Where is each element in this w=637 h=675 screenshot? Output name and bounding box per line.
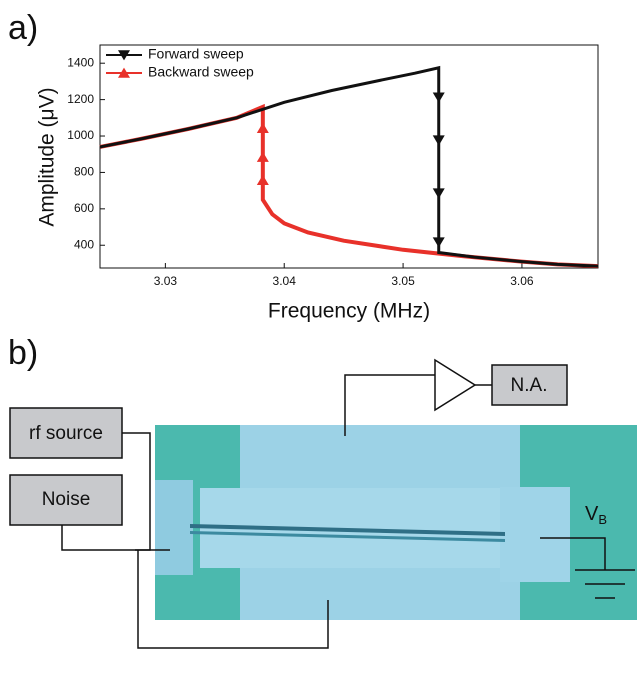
y-tick-label: 800 xyxy=(74,165,94,179)
wire xyxy=(344,374,435,436)
panel-label: b) xyxy=(8,334,38,372)
x-tick-label: 3.03 xyxy=(154,274,178,288)
marker xyxy=(118,50,130,61)
marker xyxy=(432,188,445,199)
rf-source-box xyxy=(9,407,123,459)
series-line xyxy=(99,65,599,268)
bias-label: VB xyxy=(585,503,607,527)
beam xyxy=(190,531,505,542)
beam xyxy=(190,524,505,536)
wire xyxy=(122,432,151,551)
y-tick-label: 600 xyxy=(74,201,94,215)
anchor-right xyxy=(500,487,570,582)
x-axis-title: Frequency (MHz) xyxy=(268,300,430,323)
y-tick-label: 1400 xyxy=(67,55,94,69)
y-tick-label: 1200 xyxy=(67,92,94,106)
marker xyxy=(256,151,269,162)
diagram: rf source Noise N.A. VB xyxy=(9,358,637,649)
panel-label: a) xyxy=(8,9,38,47)
wire xyxy=(137,550,329,649)
legend-label: Backward sweep xyxy=(148,64,254,80)
y-tick-label: 1000 xyxy=(67,128,94,142)
marker xyxy=(256,122,269,133)
wire xyxy=(540,537,606,570)
ground xyxy=(575,569,635,599)
y-axis-title: Amplitude (μV) xyxy=(36,87,59,226)
x-tick-label: 3.06 xyxy=(510,274,534,288)
bias-sub: B xyxy=(598,512,607,527)
legend-label: Forward sweep xyxy=(148,46,244,62)
x-tick-label: 3.04 xyxy=(273,274,297,288)
noise-box xyxy=(9,474,123,526)
plot-frame xyxy=(99,44,599,269)
y-tick-label: 400 xyxy=(74,237,94,251)
marker xyxy=(432,92,445,103)
amplifier xyxy=(434,358,477,412)
bias-main: V xyxy=(585,503,599,525)
analyzer-label: N.A. xyxy=(511,375,548,396)
x-tick-label: 3.05 xyxy=(391,274,415,288)
marker xyxy=(118,67,130,78)
marker xyxy=(432,135,445,146)
marker xyxy=(432,237,445,248)
marker xyxy=(256,174,269,186)
analyzer-box xyxy=(491,364,568,406)
rf-source-label: rf source xyxy=(29,423,103,444)
noise-label: Noise xyxy=(42,489,91,510)
anchor-left xyxy=(155,480,193,575)
